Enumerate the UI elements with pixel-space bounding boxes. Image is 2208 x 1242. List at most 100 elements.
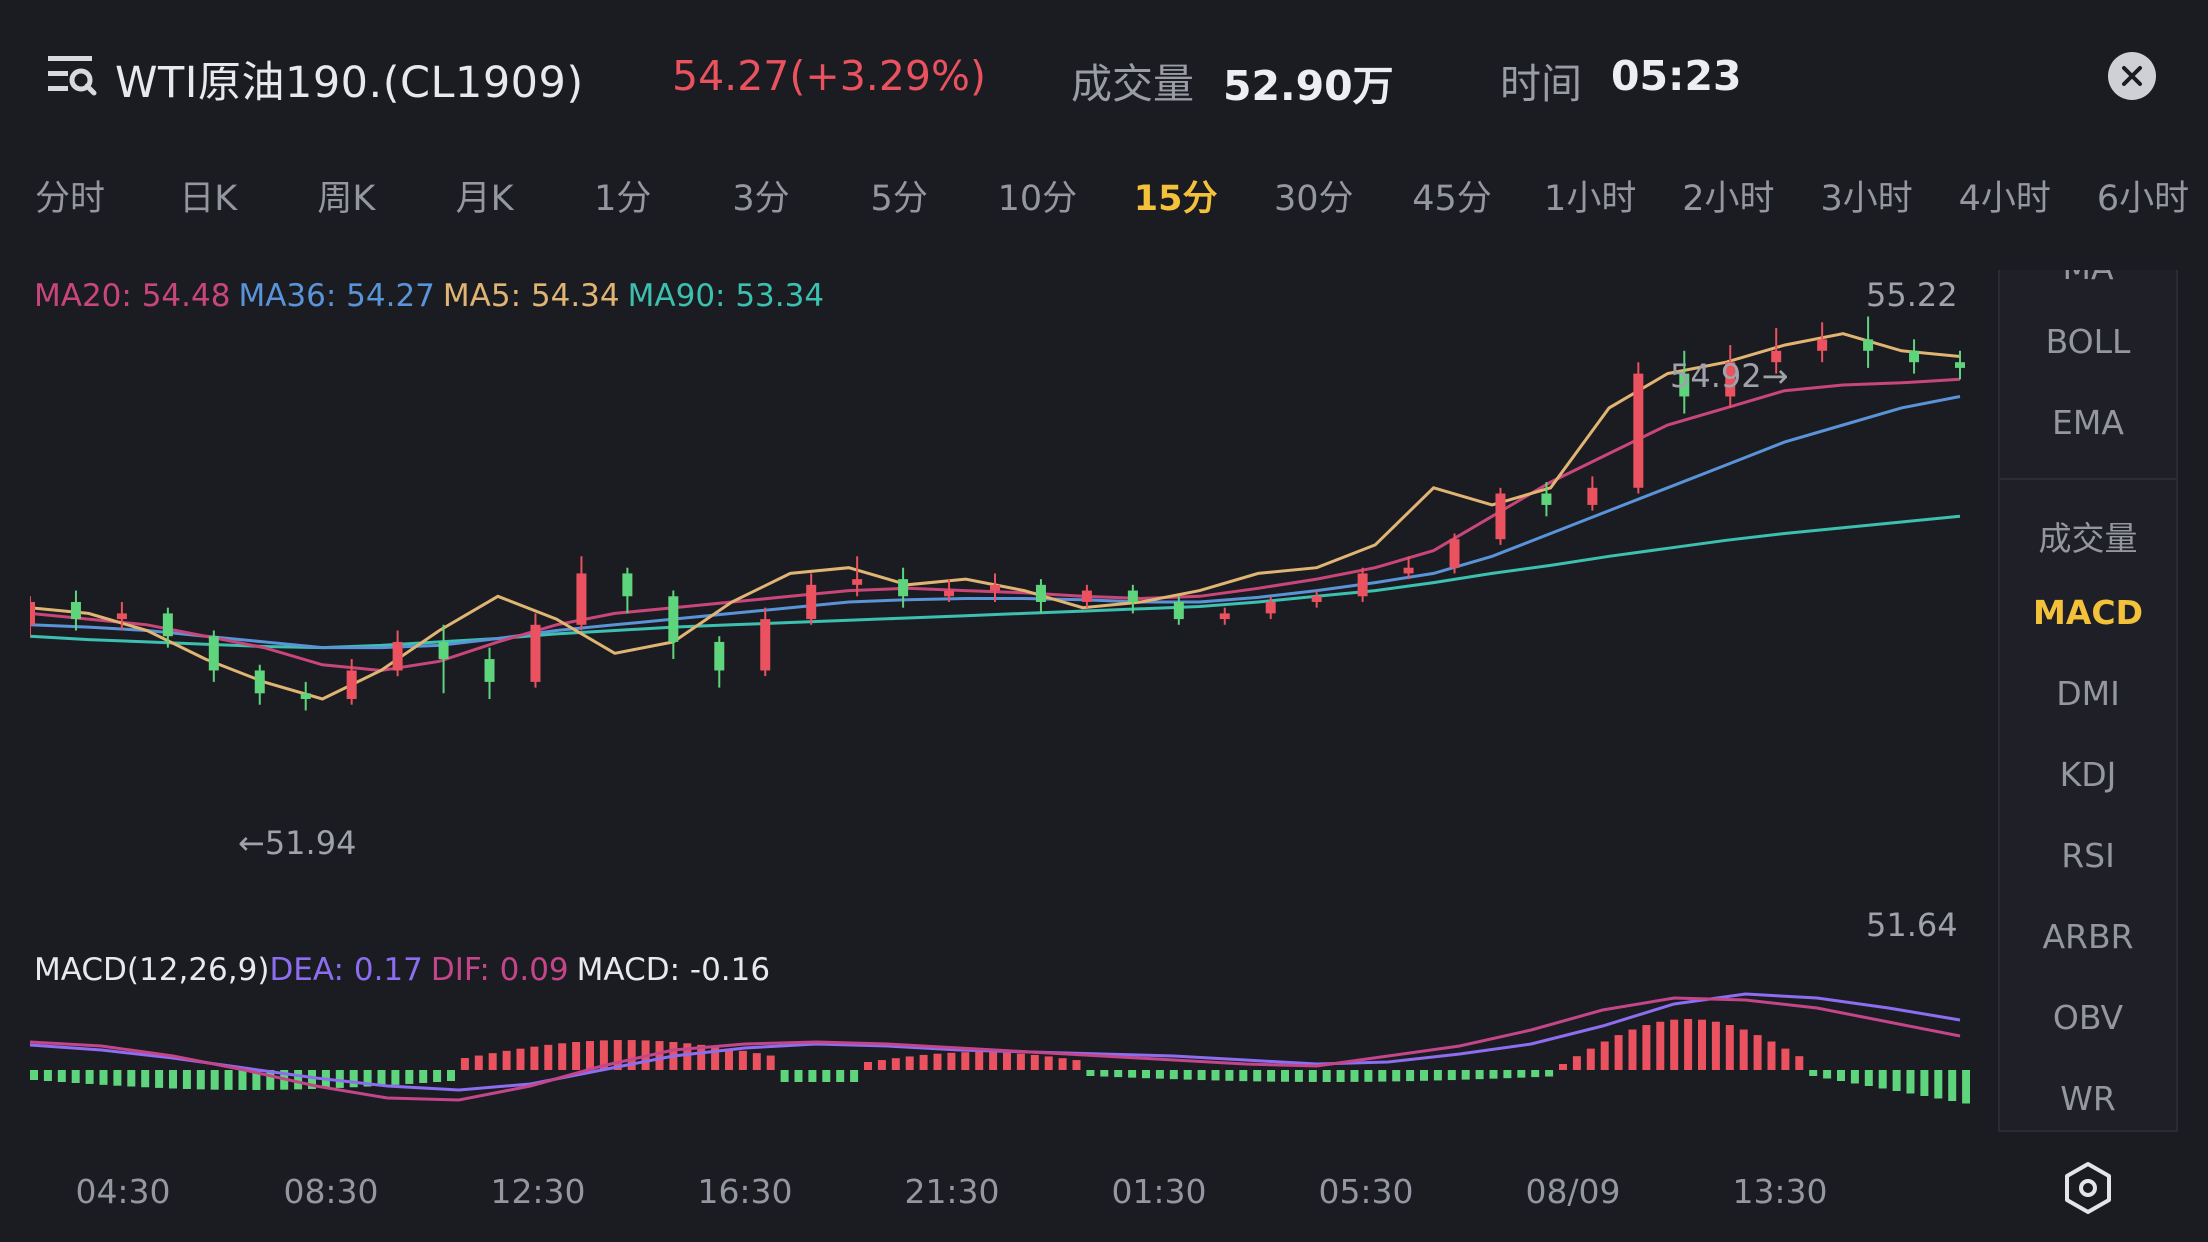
macd-bar xyxy=(1281,1070,1289,1082)
time-tick: 05:30 xyxy=(1318,1172,1414,1211)
tab-0[interactable]: 分时 xyxy=(34,179,106,219)
indicator-kdj[interactable]: KDJ xyxy=(2059,755,2117,794)
indicator-dmi[interactable]: DMI xyxy=(2056,674,2120,713)
indicator-wr[interactable]: WR xyxy=(2060,1079,2116,1118)
macd-bar xyxy=(252,1070,261,1090)
macd-bar xyxy=(864,1062,872,1070)
macd-bar xyxy=(85,1070,94,1084)
macd-bar xyxy=(599,1040,608,1070)
macd-bar xyxy=(1614,1035,1623,1070)
macd-bar xyxy=(1253,1070,1262,1082)
tab-13[interactable]: 3小时 xyxy=(1820,179,1913,219)
macd-bar xyxy=(71,1070,80,1083)
candle xyxy=(1725,345,1736,408)
macd-legend: MACD(12,26,9)DEA: 0.17 DIF: 0.09 MACD: -0.… xyxy=(34,952,778,988)
macd-bar xyxy=(447,1070,455,1082)
macd-bar xyxy=(1433,1070,1442,1081)
macd-bar xyxy=(933,1053,942,1070)
macd-bar xyxy=(1864,1070,1873,1086)
time-label: 时间 xyxy=(1500,60,1582,108)
macd-bar xyxy=(891,1058,900,1070)
macd-bar xyxy=(1809,1070,1818,1076)
macd-bar xyxy=(1239,1070,1248,1082)
macd-bar xyxy=(1155,1070,1164,1079)
macd-bar xyxy=(1684,1019,1693,1070)
indicator-boll[interactable]: BOLL xyxy=(2045,322,2131,361)
macd-bar xyxy=(1420,1070,1428,1081)
macd-bar xyxy=(433,1070,442,1083)
macd-bar xyxy=(1698,1019,1706,1070)
time-tick: 13:30 xyxy=(1732,1172,1828,1211)
macd-bar xyxy=(210,1070,219,1090)
candle xyxy=(530,613,541,688)
candle xyxy=(1173,596,1184,625)
indicator-volume[interactable]: 成交量 xyxy=(2038,519,2138,558)
candle xyxy=(1219,607,1230,625)
macd-bar xyxy=(294,1070,303,1090)
candle xyxy=(392,630,403,677)
macd-bar xyxy=(808,1070,817,1082)
tab-14[interactable]: 4小时 xyxy=(1958,179,2051,219)
macd-bar xyxy=(1211,1070,1220,1081)
macd-bar xyxy=(1003,1052,1011,1070)
indicator-macd[interactable]: MACD xyxy=(2033,593,2143,632)
candle xyxy=(1771,327,1782,374)
tab-8[interactable]: 15分 xyxy=(1133,179,1218,219)
macd-bar xyxy=(1837,1070,1845,1081)
macd-bar xyxy=(405,1070,414,1084)
tab-1[interactable]: 日K xyxy=(179,179,238,219)
macd-bar xyxy=(1461,1070,1470,1080)
indicator-obv[interactable]: OBV xyxy=(2052,998,2124,1037)
tab-4[interactable]: 1分 xyxy=(594,179,652,219)
tab-12[interactable]: 2小时 xyxy=(1682,179,1775,219)
volume-value: 52.90万 xyxy=(1223,62,1394,110)
tab-9[interactable]: 30分 xyxy=(1274,179,1354,219)
macd-bar xyxy=(1142,1070,1150,1079)
macd-bar xyxy=(1642,1025,1651,1070)
macd-bar xyxy=(1545,1070,1554,1077)
macd-bar xyxy=(113,1070,122,1086)
indicator-rsi[interactable]: RSI xyxy=(2061,836,2115,875)
low-annotation: ←51.94 xyxy=(238,824,357,862)
tab-2[interactable]: 周K xyxy=(317,179,376,219)
candle xyxy=(760,607,771,677)
time-value: 05:23 xyxy=(1611,52,1742,100)
tab-15[interactable]: 6小时 xyxy=(2096,179,2190,219)
close-button[interactable] xyxy=(2108,52,2156,100)
candle xyxy=(990,573,1000,602)
candlestick-chart[interactable] xyxy=(30,280,1970,860)
macd-bar xyxy=(1934,1070,1943,1099)
macd-bar xyxy=(363,1070,372,1087)
dif-value: DIF: 0.09 xyxy=(430,952,569,988)
macd-bar xyxy=(877,1060,886,1070)
candle xyxy=(714,636,725,688)
macd-bar xyxy=(1183,1070,1192,1080)
candle xyxy=(806,573,817,625)
candle xyxy=(30,596,35,637)
tab-5[interactable]: 3分 xyxy=(732,179,790,219)
macd-bar xyxy=(99,1070,108,1085)
macd-bar xyxy=(683,1043,692,1070)
menu-search-icon[interactable] xyxy=(46,52,98,98)
macd-bar xyxy=(1781,1048,1790,1070)
tab-11[interactable]: 1小时 xyxy=(1544,179,1637,219)
tab-10[interactable]: 45分 xyxy=(1412,179,1492,219)
tab-3[interactable]: 月K xyxy=(455,179,514,219)
candle xyxy=(1311,590,1322,608)
indicator-panel: MA BOLL EMA 成交量 MACD DMI KDJ RSI ARBR OB… xyxy=(1998,270,2178,1132)
instrument-title[interactable]: WTI原油190.(CL1909) xyxy=(115,58,584,108)
macd-bar xyxy=(586,1041,594,1070)
tab-6[interactable]: 5分 xyxy=(870,179,928,219)
macd-bar xyxy=(905,1056,914,1070)
settings-hex-icon[interactable] xyxy=(2060,1160,2116,1216)
macd-chart[interactable] xyxy=(30,990,1970,1130)
indicator-ma[interactable]: MA xyxy=(2000,270,2176,287)
macd-bar xyxy=(961,1052,970,1070)
candle xyxy=(1449,533,1460,574)
macd-bar xyxy=(919,1054,928,1070)
indicator-ema[interactable]: EMA xyxy=(2052,403,2124,442)
tab-7[interactable]: 10分 xyxy=(997,179,1078,219)
macd-bar xyxy=(1531,1070,1540,1078)
candle xyxy=(438,624,449,694)
indicator-arbr[interactable]: ARBR xyxy=(2042,917,2134,956)
